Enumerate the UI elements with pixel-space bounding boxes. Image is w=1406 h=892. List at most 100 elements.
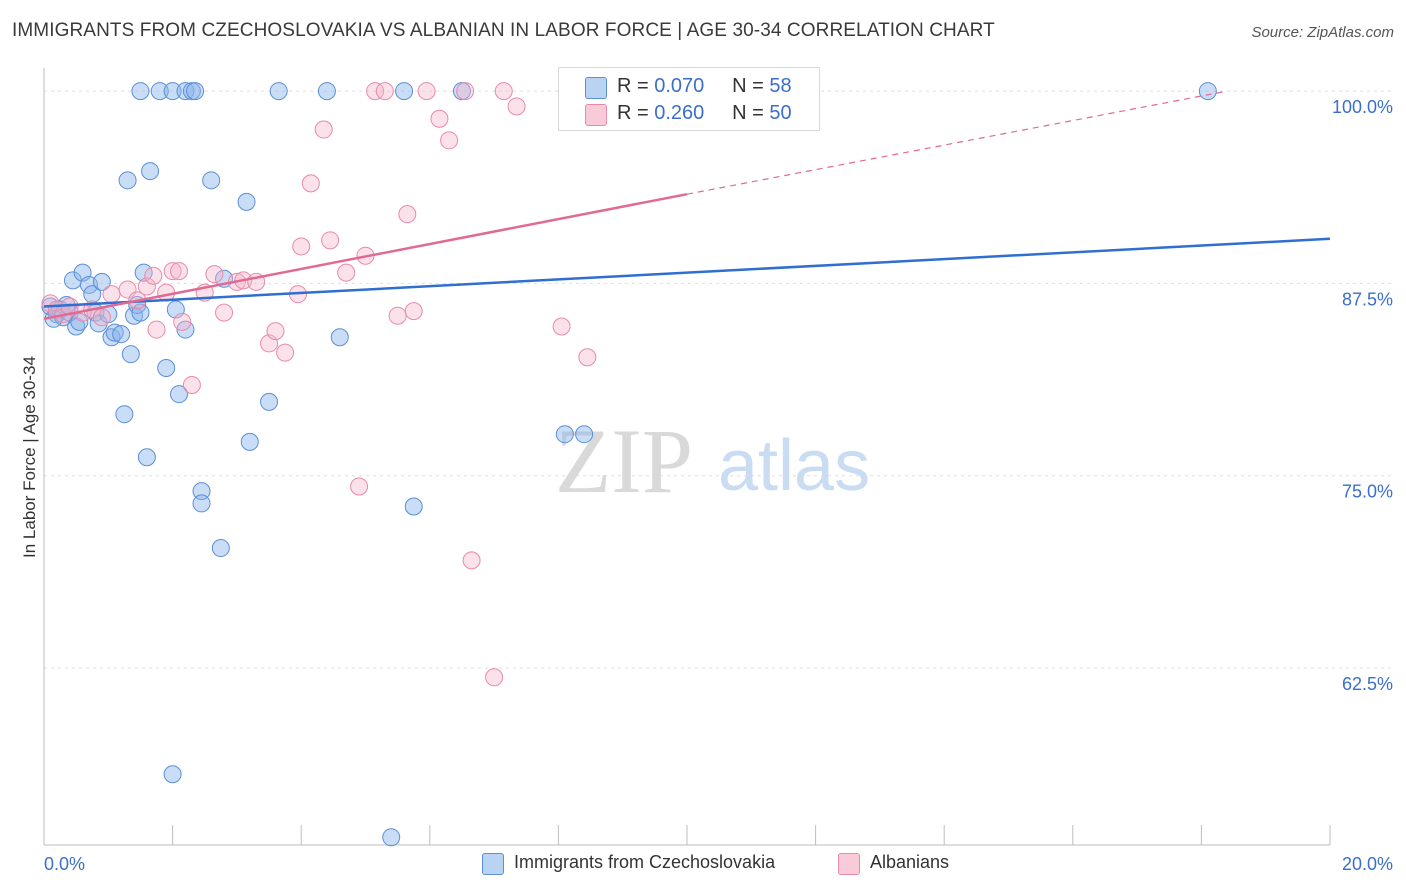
series-swatch-pink — [838, 853, 860, 875]
data-point-czechoslovakia — [1198, 82, 1217, 101]
tick-labels: 100.0% 87.5% 75.0% 62.5% 0.0% 20.0% — [44, 97, 1393, 874]
data-point-czechoslovakia — [163, 765, 182, 784]
data-point-czechoslovakia — [137, 448, 156, 467]
data-point-czechoslovakia — [192, 482, 211, 501]
data-point-albanians — [321, 231, 340, 250]
source-label: Source: ZipAtlas.com — [1251, 24, 1394, 41]
data-point-albanians — [375, 82, 394, 101]
data-point-albanians — [350, 477, 369, 496]
data-point-czechoslovakia — [115, 405, 134, 424]
data-point-albanians — [147, 320, 166, 339]
trend-line-czechoslovakia — [43, 237, 1331, 308]
data-point-albanians — [144, 266, 163, 285]
watermark-atlas: atlas — [718, 426, 870, 506]
x-tick-label: 20.0% — [1342, 854, 1393, 874]
data-point-albanians — [552, 317, 571, 336]
data-point-albanians — [276, 343, 295, 362]
legend-swatch-pink — [585, 104, 607, 126]
data-point-albanians — [182, 375, 201, 394]
legend-r-value-albanians: 0.260 — [654, 102, 705, 124]
legend-swatch-blue — [585, 77, 607, 99]
data-point-czechoslovakia — [382, 828, 401, 847]
data-point-albanians — [137, 277, 156, 296]
data-point-albanians — [205, 265, 224, 284]
axes — [43, 68, 1331, 846]
data-point-albanians — [301, 174, 320, 193]
y-axis-label: In Labor Force | Age 30-34 — [20, 356, 39, 558]
legend-r-label: R = — [617, 102, 649, 124]
data-point-albanians — [494, 82, 513, 101]
data-point-albanians — [578, 348, 597, 367]
data-point-czechoslovakia — [192, 494, 211, 513]
watermark: ZIP atlas — [555, 410, 870, 512]
chart-title: IMMIGRANTS FROM CZECHOSLOVAKIA VS ALBANI… — [12, 20, 995, 41]
y-tick-label: 87.5% — [1342, 289, 1393, 309]
data-point-albanians — [170, 262, 189, 281]
legend-r-value-czechoslovakia: 0.070 — [654, 75, 705, 97]
data-point-czechoslovakia — [118, 171, 137, 190]
trend-line-albanians — [43, 192, 688, 321]
data-point-albanians — [163, 262, 182, 281]
data-point-albanians — [388, 306, 407, 325]
data-point-albanians — [215, 303, 234, 322]
legend-r-label: R = — [617, 75, 649, 97]
data-points — [41, 82, 1217, 847]
data-point-albanians — [456, 82, 475, 101]
data-point-albanians — [314, 120, 333, 139]
data-point-czechoslovakia — [163, 82, 182, 101]
y-tick-label: 62.5% — [1342, 674, 1393, 694]
legend-n-label: N = — [732, 75, 764, 97]
data-point-albanians — [462, 551, 481, 570]
correlation-legend: R = 0.070 N = 58 R = 0.260 N = 50 — [558, 67, 820, 131]
data-point-albanians — [430, 109, 449, 128]
trend-lines — [43, 90, 1331, 321]
data-point-albanians — [507, 97, 526, 116]
data-point-czechoslovakia — [269, 82, 288, 101]
data-point-czechoslovakia — [330, 328, 349, 347]
data-point-albanians — [92, 308, 111, 327]
data-point-albanians — [337, 263, 356, 282]
legend-n-label: N = — [732, 102, 764, 124]
data-point-albanians — [173, 312, 192, 331]
series-label-czechoslovakia: Immigrants from Czechoslovakia — [514, 852, 776, 872]
data-point-czechoslovakia — [83, 285, 102, 304]
data-point-czechoslovakia — [150, 82, 169, 101]
data-point-czechoslovakia — [112, 325, 131, 344]
data-point-albanians — [102, 285, 121, 304]
watermark-zip: ZIP — [555, 410, 693, 512]
y-tick-label: 75.0% — [1342, 482, 1393, 502]
legend-n-value-albanians: 50 — [769, 102, 792, 124]
data-point-czechoslovakia — [317, 82, 336, 101]
data-point-czechoslovakia — [404, 497, 423, 516]
data-point-albanians — [266, 322, 285, 341]
data-point-czechoslovakia — [92, 272, 111, 291]
grid-lines — [44, 90, 1395, 669]
data-point-albanians — [440, 131, 459, 150]
data-point-czechoslovakia — [170, 385, 189, 404]
data-point-albanians — [404, 302, 423, 321]
data-point-czechoslovakia — [121, 345, 140, 364]
data-point-czechoslovakia — [134, 263, 153, 282]
series-label-albanians: Albanians — [870, 852, 950, 872]
data-point-czechoslovakia — [575, 425, 594, 444]
trend-line-albanians-extension — [686, 90, 1228, 195]
x-tick-label: 0.0% — [44, 854, 85, 874]
data-point-czechoslovakia — [555, 425, 574, 444]
data-point-czechoslovakia — [131, 82, 150, 101]
data-point-czechoslovakia — [240, 432, 259, 451]
data-point-czechoslovakia — [237, 192, 256, 211]
data-point-czechoslovakia — [176, 82, 195, 101]
data-point-czechoslovakia — [105, 323, 124, 342]
data-point-czechoslovakia — [141, 162, 160, 181]
data-point-czechoslovakia — [186, 82, 205, 101]
data-point-czechoslovakia — [202, 171, 221, 190]
series-swatch-blue — [482, 853, 504, 875]
data-point-czechoslovakia — [211, 539, 230, 558]
legend-n-value-czechoslovakia: 58 — [769, 75, 792, 97]
data-point-albanians — [398, 205, 417, 224]
y-tick-label: 100.0% — [1332, 97, 1393, 117]
data-point-albanians — [366, 82, 385, 101]
data-point-albanians — [417, 82, 436, 101]
data-point-czechoslovakia — [395, 82, 414, 101]
